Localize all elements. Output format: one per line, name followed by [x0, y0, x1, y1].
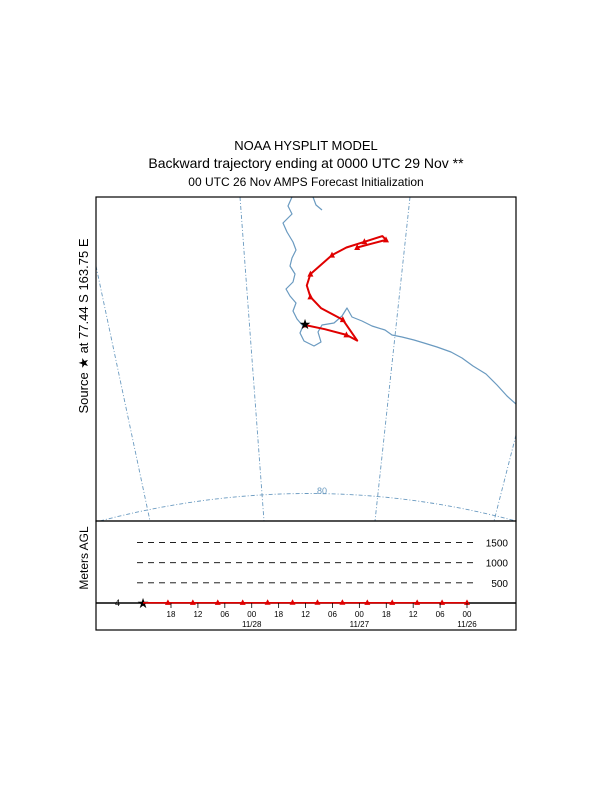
trajectory-marker [339, 316, 346, 323]
latitude-circle-80 [99, 493, 516, 521]
profile-markers [164, 599, 470, 605]
height-levels: 1500 1000 500 [137, 539, 508, 590]
height-level-label: 500 [491, 579, 508, 590]
coastline-fragment [312, 197, 323, 211]
profile-y-axis-label: Meters AGL [77, 526, 91, 590]
profile-marker [289, 599, 296, 605]
height-level-label: 1000 [486, 559, 509, 570]
profile-marker [439, 599, 446, 605]
trajectory-marker [354, 243, 361, 250]
profile-marker [389, 599, 396, 605]
profile-marker [164, 599, 171, 605]
trajectory-marker [329, 251, 335, 258]
time-tick-label: 18 [274, 610, 283, 619]
profile-marker [189, 599, 196, 605]
coastline [282, 197, 516, 405]
time-tick-label: 00 [355, 610, 364, 619]
time-tick-label: 18 [167, 610, 176, 619]
chart-subtitle-2: 00 UTC 26 Nov AMPS Forecast Initializati… [188, 175, 424, 189]
latitude-label: 80 [317, 486, 327, 496]
time-tick-label: 06 [328, 610, 337, 619]
map-panel: 80 ★ [95, 196, 517, 522]
map-frame [95, 196, 517, 522]
time-tick-label: 18 [382, 610, 391, 619]
trajectory-marker [361, 238, 368, 245]
time-tick-label: 12 [193, 610, 202, 619]
trajectory-path [304, 235, 387, 342]
profile-marker [364, 599, 371, 605]
meridian-line [239, 197, 265, 521]
source-location-label: Source ★ at 77.44 S 163.75 E [76, 238, 91, 413]
start-level-label: 4 [115, 598, 120, 608]
meridian-line [493, 434, 516, 521]
profile-marker [239, 599, 246, 605]
trajectory-marker [383, 236, 389, 243]
profile-marker [214, 599, 221, 605]
trajectory-marker [307, 270, 314, 277]
trajectory-marker [307, 293, 314, 300]
time-tick-label: 00 [247, 610, 256, 619]
time-tick-label: 06 [436, 610, 445, 619]
meridian-lines [96, 197, 516, 521]
date-label: 11/28 [242, 620, 262, 629]
height-level-label: 1500 [486, 539, 509, 550]
time-tick-label: 12 [409, 610, 418, 619]
time-tick-label: 12 [301, 610, 310, 619]
source-star-icon: ★ [299, 316, 312, 332]
trajectory-markers [302, 236, 389, 338]
meridian-line [96, 265, 151, 521]
chart-subtitle: Backward trajectory ending at 0000 UTC 2… [148, 155, 464, 171]
date-label: 11/27 [350, 620, 370, 629]
trajectory-marker [302, 321, 308, 328]
profile-marker [414, 599, 421, 605]
time-tick-label: 06 [220, 610, 229, 619]
chart-title: NOAA HYSPLIT MODEL [234, 138, 378, 153]
time-tick-label: 00 [463, 610, 472, 619]
trajectory-marker [343, 331, 350, 338]
profile-marker [464, 599, 470, 605]
date-label: 11/26 [457, 620, 477, 629]
meridian-line [374, 197, 411, 521]
profile-marker [314, 599, 321, 605]
profile-frame [95, 520, 517, 631]
profile-marker [339, 599, 346, 605]
profile-marker [264, 599, 271, 605]
